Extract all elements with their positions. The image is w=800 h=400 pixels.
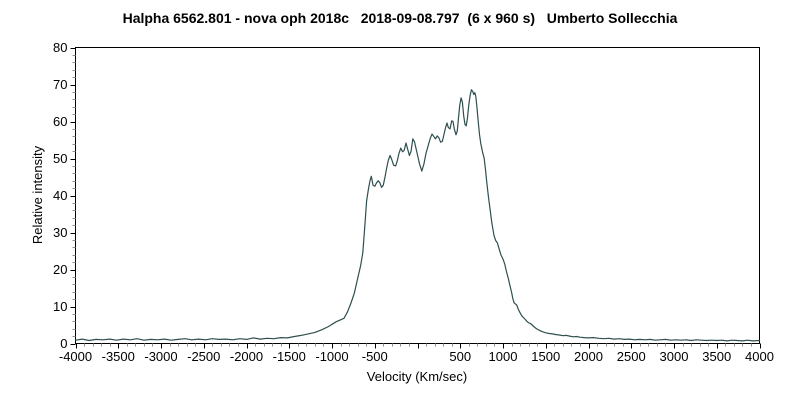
- spectrum-profile-path: [74, 89, 761, 342]
- spectrum-line: [74, 89, 761, 342]
- y-tick-label: 10: [53, 299, 67, 314]
- plot-frame: [75, 47, 760, 344]
- y-tick-label: 40: [53, 188, 67, 203]
- x-tick-label: 2000: [574, 349, 603, 364]
- y-axis-minor-ticks: [72, 55, 76, 337]
- y-tick-label: 70: [53, 77, 67, 92]
- x-tick-label: 4000: [745, 349, 774, 364]
- y-axis-title: Relative intensity: [30, 145, 45, 244]
- x-tick-label: -4000: [59, 349, 92, 364]
- x-tick-label: 500: [449, 349, 471, 364]
- y-tick-label: 60: [53, 114, 67, 129]
- y-axis-tick-labels: 0 10 20 30 40 50 60 70 80: [53, 40, 67, 351]
- x-tick-label: 1000: [489, 349, 518, 364]
- x-tick-label: -2500: [187, 349, 220, 364]
- x-tick-label: -1000: [315, 349, 348, 364]
- x-tick-label: 2500: [617, 349, 646, 364]
- x-tick-label: -2000: [230, 349, 263, 364]
- y-tick-label: 80: [53, 40, 67, 55]
- x-tick-label: -3000: [144, 349, 177, 364]
- x-tick-label: -500: [362, 349, 388, 364]
- x-tick-label: 3500: [702, 349, 731, 364]
- x-tick-label: 3000: [660, 349, 689, 364]
- x-axis-major-ticks: [76, 343, 761, 349]
- y-tick-label: 50: [53, 151, 67, 166]
- x-axis-minor-ticks: [84, 343, 752, 347]
- y-axis-major-ticks: [70, 48, 76, 345]
- chart-title: Halpha 6562.801 - nova oph 2018c 2018-09…: [122, 10, 678, 26]
- x-tick-label: -3500: [102, 349, 135, 364]
- x-tick-label: 1500: [531, 349, 560, 364]
- x-axis-title: Velocity (Km/sec): [367, 369, 467, 384]
- y-tick-label: 30: [53, 225, 67, 240]
- x-axis-tick-labels: -4000 -3500 -3000 -2500 -2000 -1500 -1000 -500 5…: [59, 349, 774, 364]
- y-tick-label: 0: [60, 336, 67, 351]
- y-tick-label: 20: [53, 262, 67, 277]
- x-tick-label: -1500: [273, 349, 306, 364]
